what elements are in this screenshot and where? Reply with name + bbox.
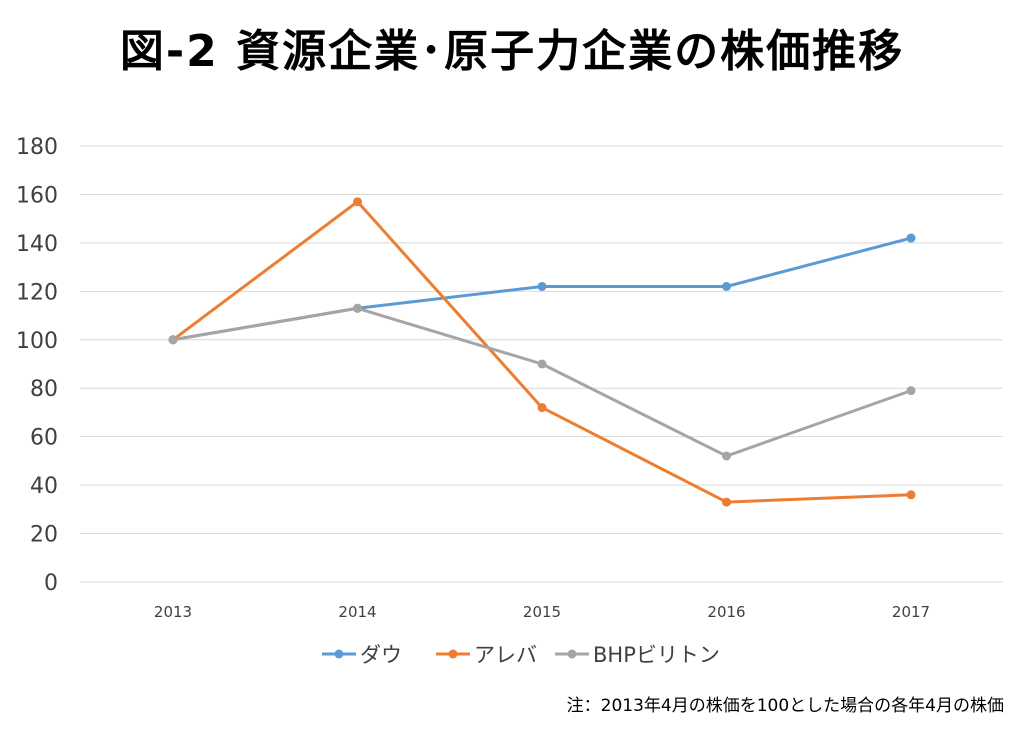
data-point	[537, 281, 547, 291]
series-line	[171, 200, 913, 504]
y-tick-label: 100	[16, 329, 58, 354]
x-tick-label: 2014	[338, 603, 376, 621]
data-point	[906, 490, 916, 500]
legend: ダウ アレバ BHPビリトン	[322, 643, 720, 667]
data-point	[722, 451, 731, 461]
series-line	[171, 306, 913, 458]
y-tick-label: 120	[16, 280, 58, 305]
data-point	[353, 197, 362, 207]
legend-marker	[334, 649, 344, 659]
data-point	[906, 386, 916, 396]
legend-item: アレバ	[436, 643, 537, 667]
grid-lines	[80, 145, 1003, 583]
data-point	[537, 359, 547, 369]
footnote: 注：2013年4月の株価を100とした場合の各年4月の株価	[566, 696, 1004, 716]
data-point	[168, 335, 178, 345]
data-point	[722, 281, 731, 291]
legend-marker	[567, 649, 577, 659]
legend-label: ダウ	[360, 643, 402, 667]
legend-label: アレバ	[474, 643, 537, 667]
x-tick-label: 2015	[523, 603, 561, 621]
data-point	[353, 303, 362, 313]
y-tick-label: 60	[30, 426, 58, 451]
y-tick-label: 20	[30, 523, 58, 548]
series-2	[168, 197, 916, 507]
legend-marker	[448, 649, 458, 659]
y-axis-tick-labels: 0 20 40 60 80 100 120 140 160 180	[16, 135, 58, 596]
y-tick-label: 80	[30, 377, 58, 402]
x-tick-label: 2013	[154, 603, 192, 621]
data-point	[722, 497, 731, 507]
series-1	[168, 233, 916, 345]
y-tick-label: 140	[16, 232, 58, 257]
legend-label: BHPビリトン	[593, 643, 720, 667]
legend-item: ダウ	[322, 643, 402, 667]
legend-item: BHPビリトン	[555, 643, 720, 667]
data-point	[906, 233, 916, 243]
y-tick-label: 0	[44, 571, 58, 596]
chart-title: 図-2 資源企業･原子力企業の株価推移	[119, 26, 905, 77]
x-axis-tick-labels: 2013 2014 2015 2016 2017	[154, 603, 930, 621]
y-tick-label: 160	[16, 183, 58, 208]
x-tick-label: 2016	[707, 603, 745, 621]
y-tick-label: 40	[30, 474, 58, 499]
data-point	[537, 403, 547, 413]
x-tick-label: 2017	[892, 603, 930, 621]
data-series	[168, 197, 916, 507]
series-3	[168, 303, 916, 461]
y-tick-label: 180	[16, 135, 58, 160]
